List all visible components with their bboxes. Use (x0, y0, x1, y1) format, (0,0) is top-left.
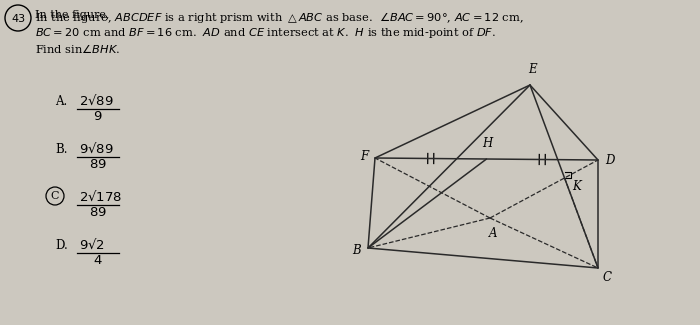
Text: H: H (482, 137, 493, 150)
Text: E: E (528, 63, 536, 76)
Text: In the figure,: In the figure, (35, 10, 113, 20)
Text: K: K (573, 180, 581, 193)
Text: $4$: $4$ (93, 254, 103, 267)
Text: $9$: $9$ (93, 110, 103, 123)
Text: $89$: $89$ (89, 206, 107, 219)
Text: $2√89$: $2√89$ (79, 93, 114, 107)
Text: $9√89$: $9√89$ (79, 141, 114, 155)
Text: A.: A. (55, 95, 67, 108)
Text: B: B (352, 243, 361, 256)
Text: Find sin$\angle BHK$.: Find sin$\angle BHK$. (35, 42, 120, 55)
Text: 43: 43 (11, 14, 25, 24)
Text: $9√2$: $9√2$ (79, 237, 105, 252)
Text: D: D (605, 153, 615, 166)
Text: In the figure, $ABCDEF$ is a right prism with $\triangle ABC$ as base.  $\angle : In the figure, $ABCDEF$ is a right prism… (35, 10, 524, 25)
Text: $2√178$: $2√178$ (79, 189, 122, 203)
Text: F: F (360, 150, 368, 162)
Text: C: C (50, 191, 60, 201)
Text: A: A (489, 227, 497, 240)
Text: B.: B. (55, 143, 67, 156)
Text: $BC = 20$ cm and $BF = 16$ cm.  $AD$ and $CE$ intersect at $K$.  $H$ is the mid-: $BC = 20$ cm and $BF = 16$ cm. $AD$ and … (35, 26, 496, 40)
Text: C: C (603, 271, 612, 284)
Text: $89$: $89$ (89, 158, 107, 171)
Text: D.: D. (55, 239, 68, 252)
